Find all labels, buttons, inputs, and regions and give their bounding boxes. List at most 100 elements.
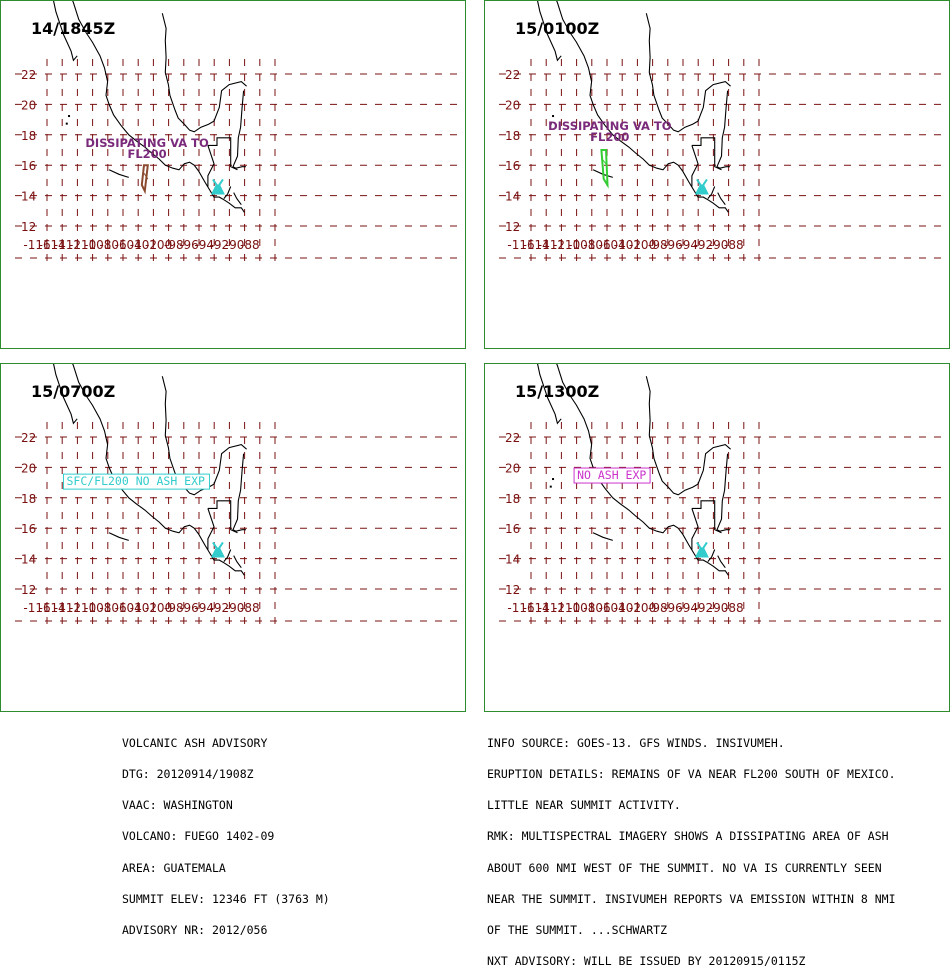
annotation-text: NO ASH EXP (577, 468, 646, 482)
volcano-plume (212, 541, 224, 550)
lat-lon-grid (499, 422, 949, 626)
longitude-label: -106 (583, 601, 610, 615)
longitude-label: -90 (709, 238, 729, 252)
axis-labels: 22 20 18 16 14 12 -116-114-112-110-108-106-104… (505, 431, 744, 615)
coastline (716, 90, 730, 169)
ash-forecast-map: 22 20 18 16 14 12 -116-114-112-110-108-106-104… (499, 364, 949, 626)
longitude-label: -106 (583, 238, 610, 252)
longitude-label: -102 (130, 238, 157, 252)
volcano-icon (694, 178, 709, 195)
latitude-label: 16 (21, 159, 36, 173)
longitude-label: -92 (694, 601, 714, 615)
coastline (556, 364, 729, 576)
longitude-label: -88 (240, 238, 260, 252)
coastline (707, 549, 716, 562)
annotation-box (573, 467, 651, 484)
annotation-box (62, 473, 210, 490)
coastline (207, 500, 238, 534)
panel-time-label: 14/1845Z (31, 19, 116, 38)
latitude-label: 18 (505, 492, 520, 506)
advisory-line: NEAR THE SUMMIT. INSIVUMEH REPORTS VA EM… (487, 891, 896, 906)
annotation-text: FL200 (590, 130, 629, 144)
latitude-label: 18 (21, 492, 36, 506)
volcano-cone (210, 547, 225, 558)
coastline (691, 500, 722, 534)
longitude-label: -92 (210, 238, 230, 252)
coastline (53, 1, 78, 62)
coastline (207, 508, 215, 550)
ash-cloud-polygon (140, 164, 149, 195)
latitude-label: 22 (505, 431, 520, 445)
longitude-label: -114 (523, 238, 550, 252)
advisory-line: VAAC: WASHINGTON (122, 798, 233, 813)
coastline (232, 453, 246, 532)
longitude-label: -108 (84, 238, 111, 252)
volcano-cone (694, 547, 709, 558)
latitude-label: 20 (21, 461, 36, 475)
latitude-label: 14 (505, 553, 520, 567)
coastline (592, 532, 613, 541)
forecast-panel-1: 14/1845Z 22 20 18 16 14 12 -116 -114 -112 -110 -10… (0, 0, 466, 349)
coastline-group (537, 1, 731, 213)
longitude-label: -96 (179, 238, 199, 252)
ash-cloud-polygon (600, 149, 609, 189)
coastline-group (53, 364, 247, 576)
coastline (72, 1, 245, 213)
ash-annotation: NO ASH EXP (573, 467, 651, 484)
longitude-label: -116 (507, 238, 534, 252)
island (552, 115, 555, 118)
longitude-label: -98 (648, 238, 668, 252)
coastline (691, 508, 699, 550)
latitude-label: 14 (21, 190, 36, 204)
longitude-label: -112 (538, 601, 565, 615)
longitude-label: -94 (678, 238, 698, 252)
lat-lon-grid (15, 422, 465, 626)
coastline (717, 555, 726, 569)
longitude-label: -88 (240, 601, 260, 615)
volcano-icon (694, 541, 709, 558)
latitude-label: 16 (21, 522, 36, 536)
longitude-label: -110 (69, 238, 96, 252)
coastline (108, 532, 129, 541)
longitude-label: -112 (54, 601, 81, 615)
longitude-label: -104 (599, 601, 626, 615)
island (65, 122, 68, 125)
longitude-label: -94 (194, 238, 214, 252)
longitude-label: -90 (709, 601, 729, 615)
advisory-line: RMK: MULTISPECTRAL IMAGERY SHOWS A DISSI… (487, 829, 889, 844)
longitude-label: -104 (115, 601, 142, 615)
coastline-group (53, 1, 247, 213)
advisory-header-text: VOLCANIC ASH ADVISORY DTG: 20120914/1908… (122, 717, 330, 946)
latitude-label: 22 (505, 68, 520, 82)
coastline (691, 137, 722, 171)
advisory-line: ADVISORY NR: 2012/056 (122, 923, 268, 938)
lat-lon-grid (15, 59, 465, 263)
longitude-label: -112 (538, 238, 565, 252)
axis-labels: 22 20 18 16 14 12 -116-114-112-110-108-106-104… (505, 68, 744, 252)
coastline-group (537, 364, 731, 576)
longitude-label: -112 (54, 238, 81, 252)
latitude-label: 18 (21, 129, 36, 143)
latitude-label: 12 (505, 220, 520, 234)
longitude-label: -110 (553, 601, 580, 615)
coastline (72, 364, 245, 576)
annotation-text: DISSIPATING VA TO (85, 136, 209, 150)
longitude-label: -108 (568, 238, 595, 252)
panel-time-label: 15/0700Z (31, 382, 116, 401)
longitude-label: -88 (724, 601, 744, 615)
longitude-label: -108 (568, 601, 595, 615)
latitude-label: 20 (505, 98, 520, 112)
latitude-label: 18 (505, 129, 520, 143)
coastline (223, 549, 232, 562)
longitude-label: -90 (225, 238, 245, 252)
longitude-label: -96 (663, 601, 683, 615)
volcano-plume (212, 178, 224, 187)
latitude-label: 12 (21, 583, 36, 597)
longitude-label: -102 (614, 238, 641, 252)
longitude-label: -116 (23, 238, 50, 252)
longitude-label: -94 (678, 601, 698, 615)
coastline (716, 453, 730, 532)
coastline (53, 364, 78, 425)
latitude-label: 22 (21, 431, 36, 445)
